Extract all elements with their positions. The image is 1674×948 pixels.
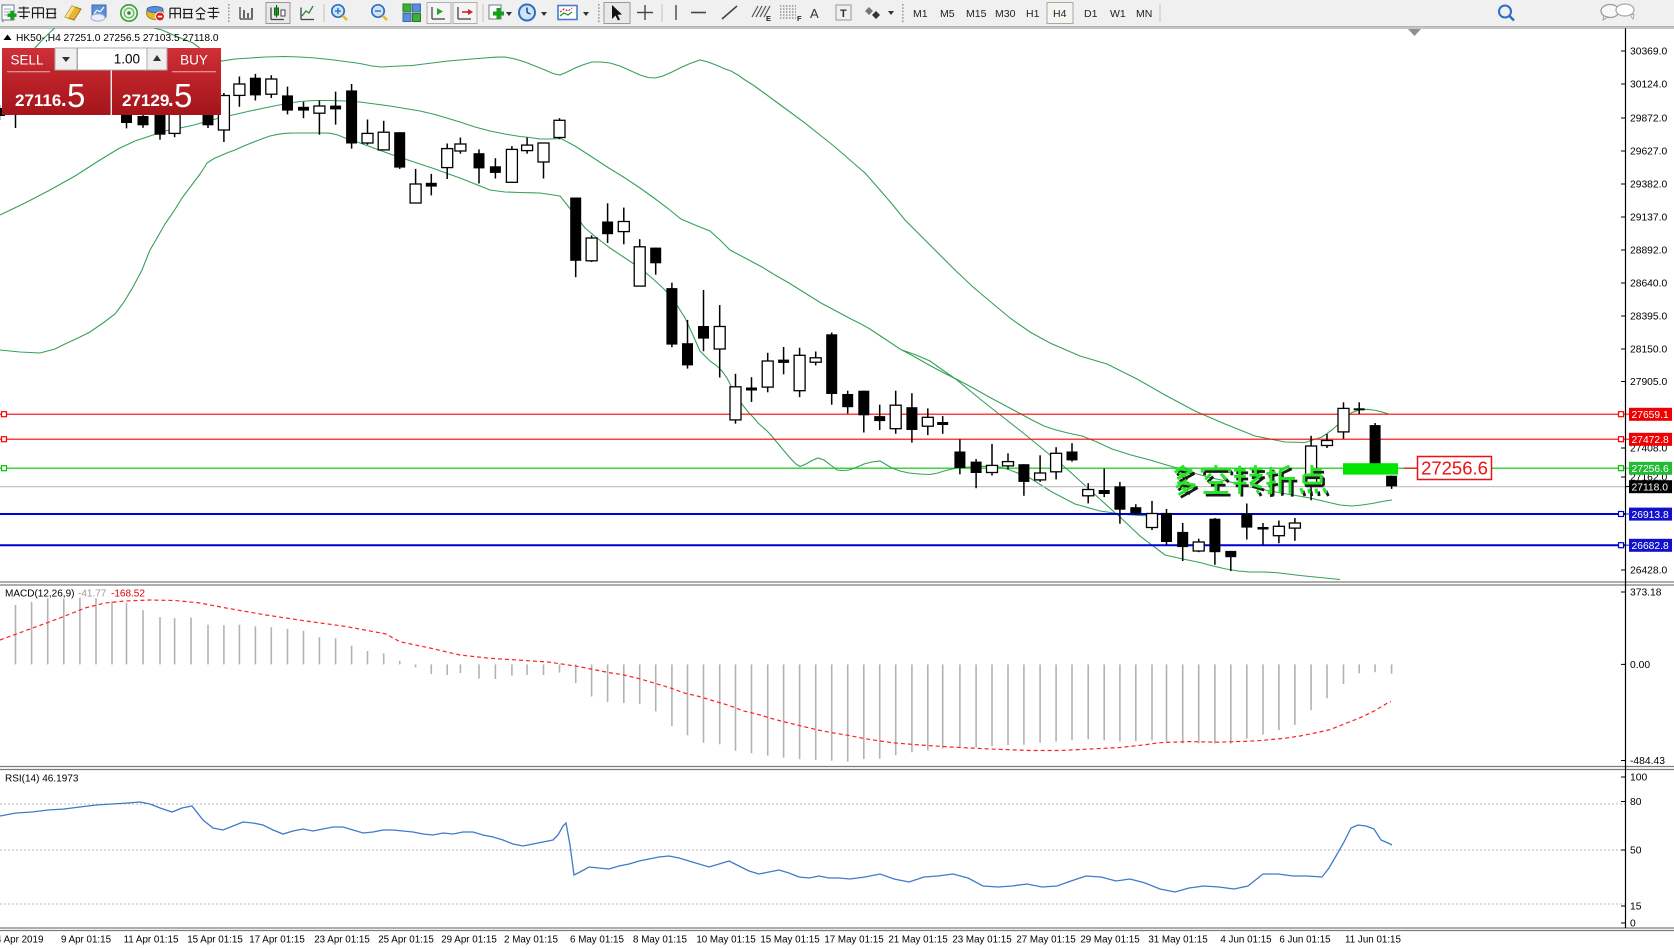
svg-text:M5: M5 <box>940 8 955 20</box>
svg-text:28892.0: 28892.0 <box>1630 246 1667 257</box>
svg-text:100: 100 <box>1630 773 1647 784</box>
svg-text:8 May 01:15: 8 May 01:15 <box>633 935 687 946</box>
svg-text:28640.0: 28640.0 <box>1630 279 1667 290</box>
svg-text:M15: M15 <box>966 8 987 20</box>
svg-text:27408.0: 27408.0 <box>1630 444 1667 455</box>
svg-text:H4: H4 <box>1053 8 1067 20</box>
svg-text:27116: 27116 <box>15 91 61 110</box>
svg-text:F: F <box>797 14 802 23</box>
svg-text:0.00: 0.00 <box>1630 660 1650 671</box>
svg-text:0: 0 <box>1630 919 1636 930</box>
svg-text:H1: H1 <box>1026 8 1040 20</box>
svg-text:15 Apr 01:15: 15 Apr 01:15 <box>187 935 243 946</box>
svg-text:29872.0: 29872.0 <box>1630 114 1667 125</box>
svg-text:28150.0: 28150.0 <box>1630 345 1667 356</box>
svg-text:A: A <box>810 6 819 21</box>
svg-text:26428.0: 26428.0 <box>1630 566 1667 577</box>
svg-text:28395.0: 28395.0 <box>1630 312 1667 323</box>
svg-text:23 Apr 01:15: 23 Apr 01:15 <box>314 935 370 946</box>
svg-text:17 Apr 01:15: 17 Apr 01:15 <box>249 935 305 946</box>
svg-text:5: 5 <box>67 77 85 114</box>
svg-text:30124.0: 30124.0 <box>1630 80 1667 91</box>
svg-text:2 May 01:15: 2 May 01:15 <box>504 935 558 946</box>
svg-text:27472.8: 27472.8 <box>1632 435 1669 446</box>
svg-text:17 May 01:15: 17 May 01:15 <box>824 935 884 946</box>
svg-text:27256.6: 27256.6 <box>1632 464 1669 475</box>
svg-text:31 May 01:15: 31 May 01:15 <box>1148 935 1208 946</box>
svg-text:15: 15 <box>1630 902 1642 913</box>
svg-text:25 Apr 01:15: 25 Apr 01:15 <box>378 935 434 946</box>
svg-text:27162.0: 27162.0 <box>1630 473 1667 484</box>
svg-text:29627.0: 29627.0 <box>1630 147 1667 158</box>
svg-text:-41.77: -41.77 <box>78 589 107 600</box>
svg-text:27 May 01:15: 27 May 01:15 <box>1016 935 1076 946</box>
svg-text:T: T <box>840 8 847 20</box>
svg-text:BUY: BUY <box>180 53 208 68</box>
svg-text:W1: W1 <box>1110 8 1126 20</box>
svg-text:29 May 01:15: 29 May 01:15 <box>1080 935 1140 946</box>
svg-text:M1: M1 <box>913 8 928 20</box>
svg-text:26913.8: 26913.8 <box>1632 510 1669 521</box>
svg-text:4 Jun 01:15: 4 Jun 01:15 <box>1220 935 1272 946</box>
svg-text:-168.52: -168.52 <box>111 589 145 600</box>
svg-text:27659.1: 27659.1 <box>1632 410 1669 421</box>
svg-text:MN: MN <box>1136 8 1152 20</box>
svg-text:29 Apr 01:15: 29 Apr 01:15 <box>441 935 497 946</box>
svg-text:E: E <box>766 14 771 23</box>
svg-text:5: 5 <box>174 77 192 114</box>
svg-text:50: 50 <box>1630 846 1642 857</box>
svg-text:4 Apr 2019: 4 Apr 2019 <box>0 935 43 946</box>
svg-text:.: . <box>61 89 67 111</box>
svg-text:HK50-,H4 27251.0 27256.5 2710: HK50-,H4 27251.0 27256.5 27103.5 27118.0 <box>16 33 219 44</box>
svg-text:MACD(12,26,9): MACD(12,26,9) <box>5 589 74 600</box>
svg-text:6 Jun 01:15: 6 Jun 01:15 <box>1279 935 1331 946</box>
svg-text:D1: D1 <box>1084 8 1098 20</box>
svg-text:11 Apr 01:15: 11 Apr 01:15 <box>124 935 179 946</box>
svg-text:30369.0: 30369.0 <box>1630 47 1667 58</box>
svg-text:9 Apr 01:15: 9 Apr 01:15 <box>61 935 112 946</box>
svg-text:27256.6: 27256.6 <box>1421 458 1488 479</box>
svg-text:15 May 01:15: 15 May 01:15 <box>760 935 820 946</box>
svg-text:29382.0: 29382.0 <box>1630 180 1667 191</box>
svg-text:M30: M30 <box>995 8 1016 20</box>
svg-text:21 May 01:15: 21 May 01:15 <box>888 935 948 946</box>
svg-text:6 May 01:15: 6 May 01:15 <box>570 935 624 946</box>
svg-text:SELL: SELL <box>10 53 44 68</box>
svg-text:11 Jun 01:15: 11 Jun 01:15 <box>1345 935 1401 946</box>
svg-text:27129: 27129 <box>122 91 169 110</box>
svg-text:-484.43: -484.43 <box>1630 756 1665 767</box>
svg-text:RSI(14) 46.1973: RSI(14) 46.1973 <box>5 774 79 785</box>
svg-text:.: . <box>168 89 174 111</box>
svg-text:27905.0: 27905.0 <box>1630 377 1667 388</box>
svg-text:23 May 01:15: 23 May 01:15 <box>952 935 1012 946</box>
svg-text:29137.0: 29137.0 <box>1630 213 1667 224</box>
svg-text:373.18: 373.18 <box>1630 588 1662 599</box>
svg-text:1.00: 1.00 <box>114 52 140 67</box>
svg-text:27118.0: 27118.0 <box>1632 483 1669 494</box>
svg-text:80: 80 <box>1630 797 1642 808</box>
svg-text:26682.8: 26682.8 <box>1632 541 1669 552</box>
svg-text:10 May 01:15: 10 May 01:15 <box>696 935 756 946</box>
